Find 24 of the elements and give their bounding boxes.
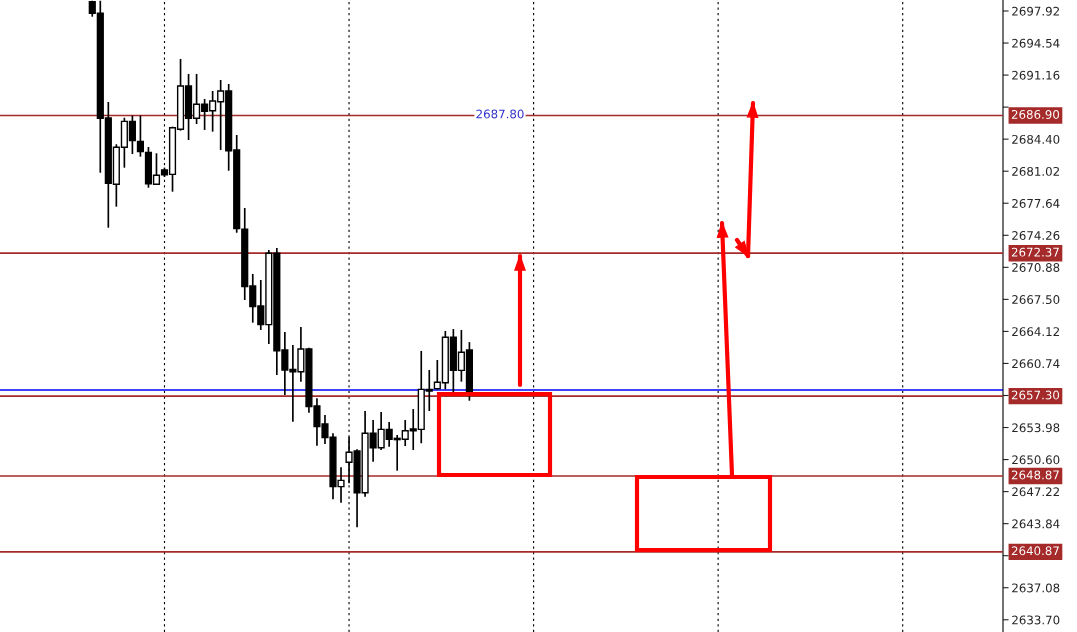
ref-line-label: 2672.37 <box>1011 247 1059 257</box>
ref-line-label: 2686.90 <box>1011 109 1060 119</box>
y-tick-label: 2681.02 <box>1012 166 1059 176</box>
y-tick-label: 2643.84 <box>1012 519 1060 529</box>
y-tick-label: 2664.12 <box>1012 327 1059 337</box>
ref-line-label: 2648.87 <box>1011 470 1059 480</box>
ref-line-label: 2640.87 <box>1011 546 1059 556</box>
y-tick-label: 2670.88 <box>1012 263 1060 272</box>
y-tick-label: 2694.54 <box>1012 38 1060 48</box>
ref-line-label: 2657.30 <box>1011 390 1060 400</box>
y-tick-label: 2674.26 <box>1012 231 1060 240</box>
y-tick-label: 2684.40 <box>1012 134 1060 144</box>
y-tick-label: 2691.16 <box>1012 70 1060 80</box>
y-tick-label: 2650.60 <box>1012 455 1060 465</box>
annotation: 2687.80 <box>476 109 524 119</box>
y-tick-label: 2653.98 <box>1012 423 1060 433</box>
y-tick-label: 2697.92 <box>1012 6 1059 16</box>
y-tick-label: 2660.74 <box>1012 359 1060 369</box>
y-tick-label: 2667.50 <box>1012 295 1060 305</box>
y-tick-label: 2647.22 <box>1012 487 1059 497</box>
y-tick-label: 2633.70 <box>1012 615 1060 625</box>
y-tick-label: 2637.08 <box>1012 583 1060 593</box>
candlestick <box>136 114 145 158</box>
y-tick-label: 2677.64 <box>1012 198 1060 208</box>
